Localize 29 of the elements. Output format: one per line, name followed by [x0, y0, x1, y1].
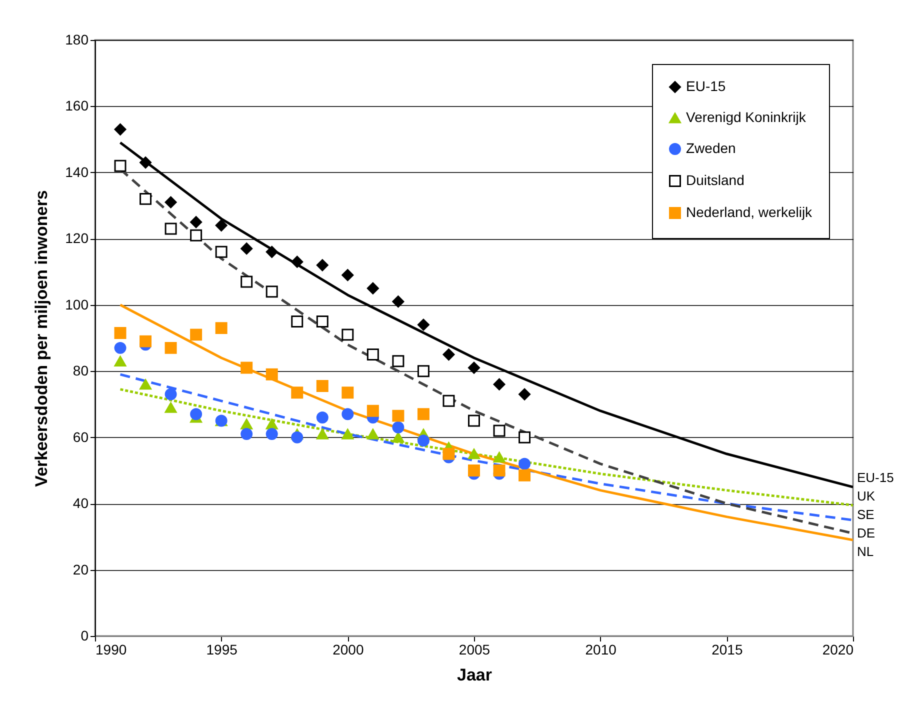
- x-tick-label: 2000: [332, 642, 364, 658]
- x-tick-label: 2005: [458, 642, 490, 658]
- text: DE: [857, 526, 876, 540]
- y-tick-label: 140: [65, 164, 89, 180]
- x-tick-label: 2010: [585, 642, 617, 658]
- x-tick-label: 1990: [96, 642, 127, 658]
- text: NL: [857, 544, 874, 559]
- x-axis-title: Jaar: [457, 666, 492, 684]
- legend-label: EU-15: [686, 78, 726, 94]
- y-tick-label: 20: [72, 561, 89, 578]
- legend-label: Nederland, werkelijk: [686, 204, 814, 220]
- y-tick-label: 160: [65, 98, 89, 114]
- text: EU-15: [857, 470, 894, 485]
- text: SE: [857, 507, 875, 522]
- y-tick-label: 180: [65, 32, 89, 48]
- legend-label: Zweden: [686, 140, 736, 156]
- y-axis-title: Verkeersdoden per miljoen inwoners: [32, 190, 52, 487]
- y-tick-label: 80: [72, 362, 89, 379]
- x-tick-label: 2015: [712, 642, 743, 658]
- y-tick-label: 120: [65, 230, 89, 246]
- y-tick-label: 100: [65, 296, 89, 312]
- x-tick-label: 1995: [206, 642, 238, 658]
- text: UK: [857, 488, 876, 504]
- y-tick-label: 60: [72, 428, 89, 445]
- y-tick-label: 40: [72, 495, 89, 512]
- legend-label: Duitsland: [686, 172, 744, 188]
- y-tick-label: 0: [80, 628, 89, 644]
- legend-label: Verenigd Koninkrijk: [686, 109, 807, 125]
- x-tick-label: 2020: [822, 642, 854, 658]
